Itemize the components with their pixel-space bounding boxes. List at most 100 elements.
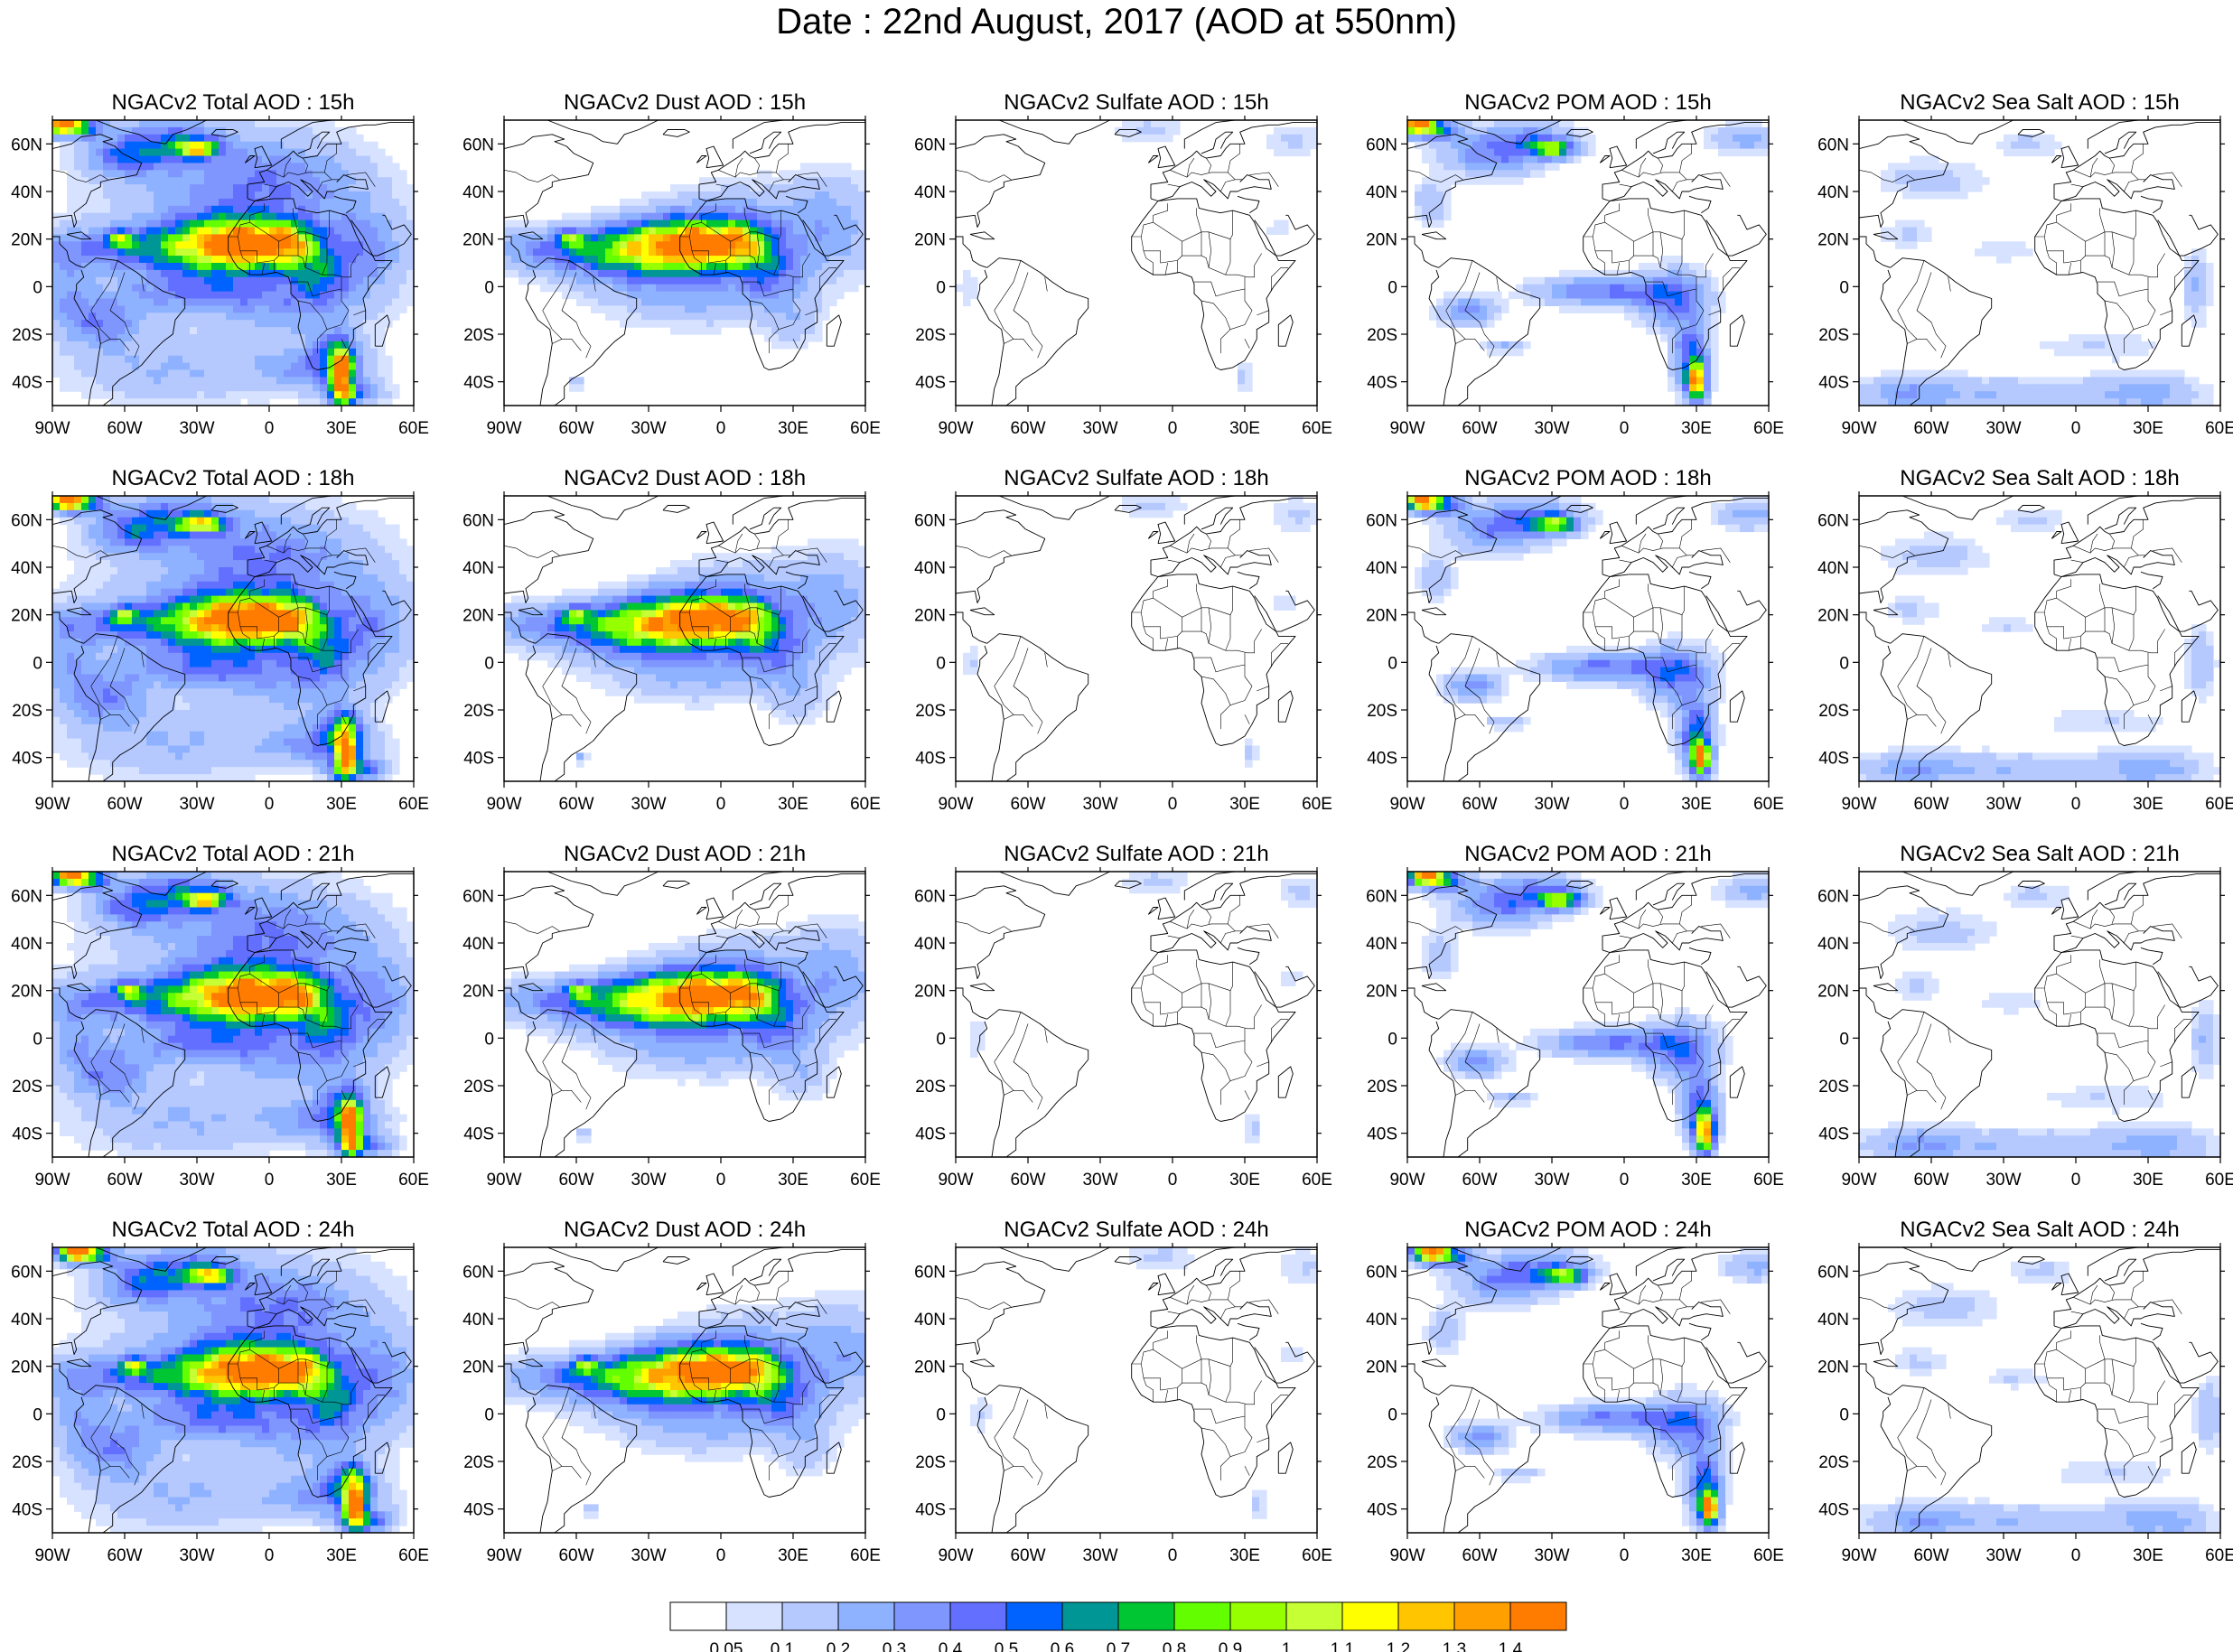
map-title: NGACv2 Sea Salt AOD : 24h xyxy=(1900,1218,2179,1242)
lat-tick-label: 40N xyxy=(1817,559,1849,578)
lat-tick-label: 40N xyxy=(1366,183,1397,202)
lon-tick-label: 60E xyxy=(1753,1546,1784,1565)
lat-tick-label: 40N xyxy=(1817,935,1849,954)
lon-tick-label: 90W xyxy=(1389,1171,1425,1190)
lon-tick-label: 90W xyxy=(486,1546,521,1565)
lon-tick-label: 30W xyxy=(1985,419,2021,438)
lat-tick-label: 20N xyxy=(1817,983,1849,1002)
lon-tick-label: 0 xyxy=(716,795,726,814)
lat-tick-label: 20S xyxy=(915,326,946,345)
map-frame xyxy=(51,1246,415,1534)
lat-tick-label: 40N xyxy=(1366,559,1397,578)
lon-tick-label: 60E xyxy=(2205,795,2233,814)
lon-tick-label: 30E xyxy=(1681,795,1712,814)
lon-tick-label: 60W xyxy=(1462,1171,1497,1190)
map-title: NGACv2 Dust AOD : 24h xyxy=(564,1218,806,1242)
lon-tick-label: 0 xyxy=(265,419,275,438)
figure-title: Date : 22nd August, 2017 (AOD at 550nm) xyxy=(776,2,1457,42)
lon-tick-label: 30W xyxy=(1985,795,2021,814)
lat-tick-label: 20S xyxy=(1818,702,1849,721)
map-title: NGACv2 Sea Salt AOD : 15h xyxy=(1900,90,2179,115)
lon-tick-label: 60W xyxy=(1462,1546,1497,1565)
lat-tick-label: 40N xyxy=(1817,183,1849,202)
lon-tick-label: 90W xyxy=(34,1546,70,1565)
lat-tick-label: 0 xyxy=(936,654,946,673)
aod-field xyxy=(956,872,1317,1157)
lat-tick-label: 40N xyxy=(462,935,494,954)
lon-tick-label: 30W xyxy=(1985,1546,2021,1565)
lat-tick-label: 20S xyxy=(1818,326,1849,345)
map-title: NGACv2 Sulfate AOD : 15h xyxy=(1004,90,1268,115)
lon-tick-label: 90W xyxy=(486,1171,521,1190)
lat-tick-label: 20S xyxy=(12,326,42,345)
lon-tick-label: 30E xyxy=(1681,1171,1712,1190)
map-panel-pom-21h: NGACv2 POM AOD : 21h 90W 60W 30W 0 30E 60E 60N 4… xyxy=(1366,842,1784,1190)
map-title: NGACv2 POM AOD : 15h xyxy=(1464,90,1711,115)
lon-tick-label: 60W xyxy=(107,419,142,438)
map-title: NGACv2 Dust AOD : 15h xyxy=(564,90,806,115)
lon-tick-label: 60W xyxy=(558,795,593,814)
lon-tick-label: 0 xyxy=(265,795,275,814)
lon-tick-label: 0 xyxy=(1620,419,1630,438)
map-title: NGACv2 Total AOD : 15h xyxy=(111,90,354,115)
lon-tick-label: 30W xyxy=(1082,1171,1117,1190)
lat-tick-label: 0 xyxy=(1387,654,1397,673)
lat-tick-label: 20N xyxy=(462,607,494,626)
lat-tick-label: 20S xyxy=(1367,702,1397,721)
lat-tick-label: 0 xyxy=(936,1030,946,1049)
lon-tick-label: 30E xyxy=(1229,795,1260,814)
lon-tick-label: 0 xyxy=(1620,1171,1630,1190)
lat-tick-label: 60N xyxy=(1817,1263,1849,1282)
lon-tick-label: 60W xyxy=(1913,419,1948,438)
lon-tick-label: 30W xyxy=(1082,1546,1117,1565)
lat-tick-label: 40N xyxy=(462,1311,494,1330)
map-frame xyxy=(503,495,866,782)
lon-tick-label: 30E xyxy=(326,1546,357,1565)
lat-tick-label: 20S xyxy=(1367,1078,1397,1097)
lat-tick-label: 20S xyxy=(463,1078,494,1097)
lat-tick-label: 40N xyxy=(914,1311,946,1330)
map-frame xyxy=(503,119,866,406)
lat-tick-label: 60N xyxy=(11,511,42,530)
lon-tick-label: 60W xyxy=(1462,419,1497,438)
lon-tick-label: 90W xyxy=(1841,419,1876,438)
lat-tick-label: 40N xyxy=(11,559,42,578)
lat-tick-label: 0 xyxy=(1387,1030,1397,1049)
lat-tick-label: 40S xyxy=(463,1501,494,1520)
lat-tick-label: 60N xyxy=(914,887,946,906)
lat-tick-label: 20S xyxy=(1818,1078,1849,1097)
country-borders xyxy=(1407,144,1740,359)
lat-tick-label: 20N xyxy=(1817,1358,1849,1377)
aod-field xyxy=(52,1247,414,1533)
lat-tick-label: 0 xyxy=(936,278,946,297)
lat-tick-label: 20S xyxy=(1367,326,1397,345)
lon-tick-label: 60E xyxy=(1302,1171,1332,1190)
country-borders xyxy=(504,519,836,734)
lat-tick-label: 60N xyxy=(462,887,494,906)
lon-tick-label: 60E xyxy=(1753,1171,1784,1190)
lon-tick-label: 90W xyxy=(1841,795,1876,814)
country-borders xyxy=(52,1271,385,1486)
lon-tick-label: 0 xyxy=(1168,1546,1178,1565)
lat-tick-label: 20S xyxy=(12,702,42,721)
map-panel-pom-15h: NGACv2 POM AOD : 15h 90W 60W 30W 0 30E 60E 60N 4… xyxy=(1366,90,1784,438)
lon-tick-label: 60E xyxy=(2205,1546,2233,1565)
lat-tick-label: 40S xyxy=(12,1125,42,1144)
country-borders xyxy=(52,519,385,734)
lat-tick-label: 40S xyxy=(463,750,494,769)
lon-tick-label: 0 xyxy=(1168,419,1178,438)
lat-tick-label: 60N xyxy=(1817,511,1849,530)
lat-tick-label: 40S xyxy=(463,1125,494,1144)
lon-tick-label: 0 xyxy=(2071,1171,2081,1190)
coastlines xyxy=(1407,872,1769,1157)
map-frame xyxy=(51,495,415,782)
lon-tick-label: 30W xyxy=(631,419,666,438)
lat-tick-label: 20N xyxy=(1366,231,1397,250)
lon-tick-label: 0 xyxy=(265,1171,275,1190)
lat-tick-label: 40S xyxy=(915,374,946,393)
map-title: NGACv2 Total AOD : 21h xyxy=(111,842,354,866)
lon-tick-label: 60W xyxy=(1010,1171,1045,1190)
lon-tick-label: 30E xyxy=(2133,1171,2163,1190)
lat-tick-label: 40S xyxy=(1818,1501,1849,1520)
lon-tick-label: 60W xyxy=(1010,795,1045,814)
